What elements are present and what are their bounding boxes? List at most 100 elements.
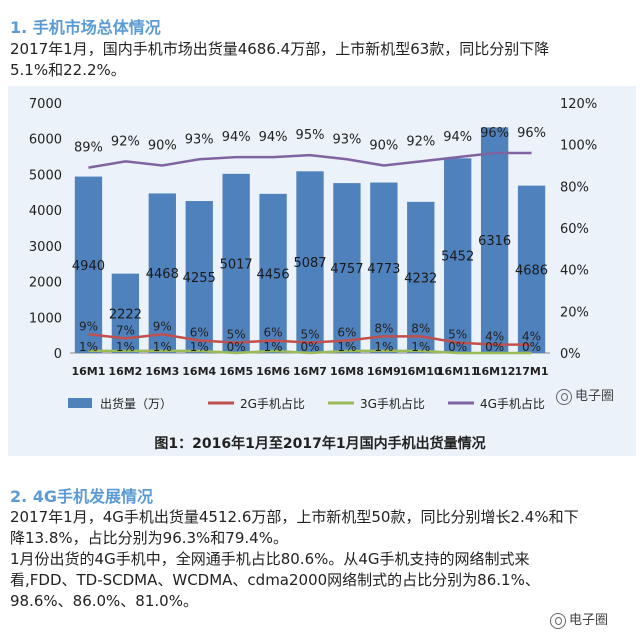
- bar-shipment-16M2: [111, 273, 140, 353]
- label-4g-share: 93%: [332, 132, 361, 147]
- label-4g-share: 96%: [517, 126, 546, 141]
- legend-swatch: [68, 398, 92, 408]
- left-axis-tick-label: 3000: [29, 240, 62, 255]
- label-4g-share: 94%: [259, 130, 288, 145]
- label-3g-share: 1%: [190, 340, 209, 354]
- chart-caption: 图1：2016年1月至2017年1月国内手机出货量情况: [154, 436, 486, 452]
- label-4g-share: 93%: [185, 132, 214, 147]
- label-2g-share: 9%: [153, 319, 172, 333]
- label-4g-share: 92%: [111, 134, 140, 149]
- label-2g-share: 8%: [374, 321, 393, 335]
- section2-title: 2. 4G手机发展情况: [10, 487, 154, 506]
- label-2g-share: 5%: [300, 328, 319, 342]
- label-2g-share: 9%: [79, 319, 98, 333]
- x-axis-tick-label: 16M4: [182, 365, 216, 378]
- x-axis-tick-label: 16M10: [400, 365, 442, 378]
- watermark-logo-icon: [550, 612, 566, 629]
- section1-line: 2017年1月，国内手机市场出货量4686.4万部，上市新机型63款，同比分别下…: [10, 40, 550, 58]
- legend-label: 4G手机占比: [480, 396, 545, 411]
- watermark-logo-icon: [556, 388, 572, 405]
- label-3g-share: 1%: [337, 340, 356, 354]
- label-3g-share: 1%: [264, 340, 283, 354]
- line-3G手机占比: [88, 349, 532, 355]
- label-2g-share: 7%: [116, 323, 135, 337]
- left-axis-tick-label: 0: [54, 347, 62, 362]
- section2-line: 降13.8%，占比分别为96.3%和79.4%。: [10, 529, 288, 547]
- bar-value-label: 5087: [293, 256, 326, 271]
- bar-shipment-16M4: [185, 201, 213, 353]
- bar-value-label: 4940: [72, 259, 105, 274]
- bar-shipment-16M7: [296, 171, 324, 353]
- label-4g-share: 96%: [480, 126, 509, 141]
- bar-shipment-16M9: [370, 182, 398, 353]
- x-axis-tick-label: 16M2: [108, 365, 142, 378]
- section2-line: 1月份出货的4G手机中，全网通手机占比80.6%。从4G手机支持的网络制式来: [10, 550, 530, 568]
- label-2g-share: 6%: [190, 326, 209, 340]
- bar-shipment-16M1: [74, 176, 103, 353]
- shipment-chart: 0 1000 2000 3000 4000 5000 6000 7000 0% 20% 40% 60%…: [8, 86, 636, 456]
- legend-label: 3G手机占比: [360, 396, 425, 411]
- watermark-top: 电子圈: [556, 385, 614, 405]
- section2-paragraph: 2017年1月，4G手机出货量4512.6万部，上市新机型50款，同比分别增长2…: [10, 507, 634, 612]
- section1-paragraph: 2017年1月，国内手机市场出货量4686.4万部，上市新机型63款，同比分别下…: [10, 39, 634, 81]
- label-3g-share: 1%: [153, 340, 172, 354]
- label-3g-share: 0%: [448, 340, 467, 354]
- x-axis-tick-label: 16M9: [367, 365, 401, 378]
- bar-value-label: 4468: [146, 267, 179, 282]
- label-3g-share: 1%: [374, 340, 393, 354]
- label-3g-share: 0%: [300, 340, 319, 354]
- bar-value-label: 5452: [441, 250, 474, 265]
- bar-value-label: 4456: [257, 267, 290, 282]
- right-axis-tick-label: 80%: [560, 180, 589, 195]
- bar-value-label: 4232: [404, 271, 437, 286]
- section2-line: 2017年1月，4G手机出货量4512.6万部，上市新机型50款，同比分别增长2…: [10, 508, 579, 526]
- line-4G手机占比: [88, 151, 532, 169]
- left-axis-tick-label: 1000: [29, 311, 62, 326]
- label-2g-share: 5%: [448, 328, 467, 342]
- right-axis-tick-label: 40%: [560, 264, 589, 279]
- x-axis-tick-label: 17M1: [515, 365, 549, 378]
- label-4g-share: 94%: [443, 130, 472, 145]
- x-axis-tick-label: 16M3: [145, 365, 179, 378]
- bar-shipment-16M11: [444, 158, 472, 353]
- chart-svg: 0 1000 2000 3000 4000 5000 6000 7000 0% 20% 40% 60%…: [29, 97, 597, 411]
- label-4g-share: 95%: [296, 128, 325, 143]
- legend-label: 2G手机占比: [240, 396, 305, 411]
- section2-line: 98.6%、86.0%、81.0%。: [10, 592, 198, 610]
- label-4g-share: 89%: [74, 141, 103, 156]
- label-2g-share: 4%: [522, 330, 541, 344]
- left-axis-tick-label: 4000: [29, 204, 62, 219]
- bar-shipment-16M12: [480, 127, 509, 353]
- watermark-bottom: 电子圈: [550, 609, 608, 629]
- right-axis-tick-label: 60%: [560, 222, 589, 237]
- label-3g-share: 1%: [116, 340, 135, 354]
- section1-line: 5.1%和22.2%。: [10, 61, 126, 79]
- bar-shipment-16M3: [148, 193, 176, 353]
- section1-title: 1. 手机市场总体情况: [10, 18, 161, 37]
- label-3g-share: 0%: [522, 340, 541, 354]
- bar-value-label: 5017: [220, 257, 253, 272]
- bar-shipment-16M5: [222, 173, 250, 353]
- label-3g-share: 0%: [227, 340, 246, 354]
- x-axis-tick-label: 16M7: [293, 365, 327, 378]
- left-axis-tick-label: 7000: [29, 97, 62, 112]
- right-axis-tick-label: 0%: [560, 347, 581, 362]
- bar-shipment-17M1: [517, 185, 546, 353]
- bar-value-label: 4686: [515, 263, 548, 278]
- label-2g-share: 5%: [227, 328, 246, 342]
- label-2g-share: 4%: [485, 330, 504, 344]
- x-axis-tick-label: 16M8: [330, 365, 364, 378]
- left-axis-tick-label: 6000: [29, 133, 62, 148]
- x-axis-tick-label: 16M1: [72, 365, 106, 378]
- section2-line: 看,FDD、TD-SCDMA、WCDMA、cdma2000网络制式的占比分别为8…: [10, 571, 540, 589]
- label-3g-share: 1%: [79, 340, 98, 354]
- label-2g-share: 6%: [337, 326, 356, 340]
- x-axis-tick-label: 16M6: [256, 365, 290, 378]
- bar-shipment-16M8: [333, 183, 361, 353]
- label-3g-share: 1%: [411, 340, 430, 354]
- label-2g-share: 6%: [264, 326, 283, 340]
- legend-label: 出货量（万）: [100, 396, 172, 411]
- label-4g-share: 90%: [148, 139, 177, 154]
- line-2G手机占比: [88, 332, 532, 346]
- left-axis-tick-label: 5000: [29, 168, 62, 183]
